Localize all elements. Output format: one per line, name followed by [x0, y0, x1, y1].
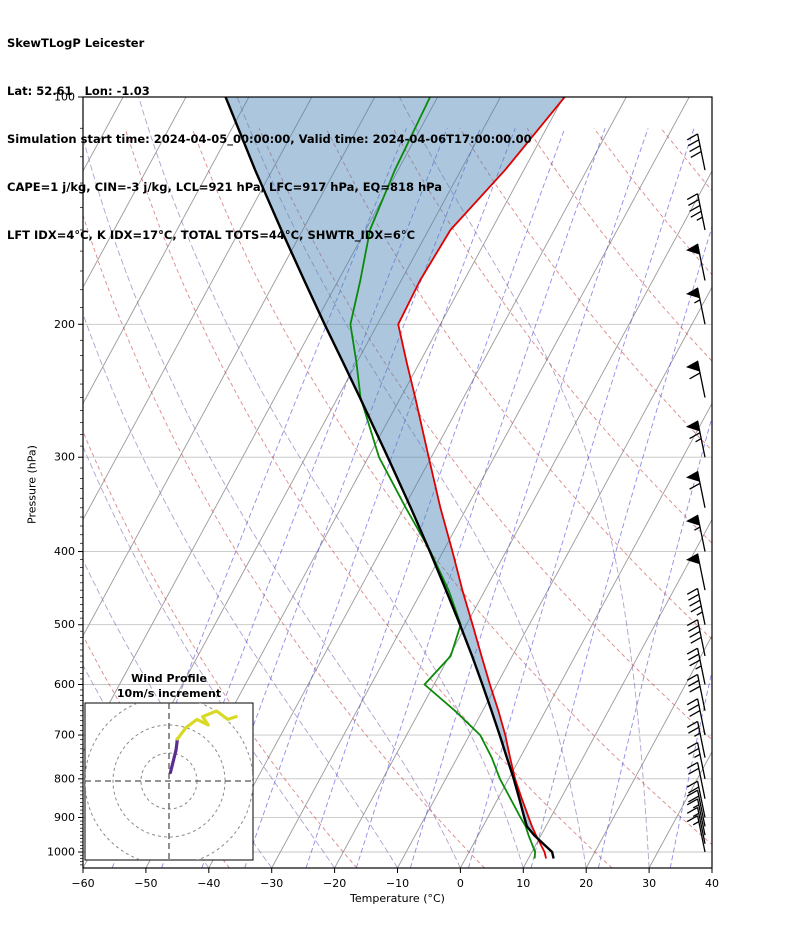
svg-text:−60: −60: [71, 877, 94, 890]
header-index-line: LFT IDX=4°C, K IDX=17°C, TOTAL TOTS=44°C…: [7, 228, 416, 242]
svg-text:200: 200: [54, 318, 75, 331]
svg-text:900: 900: [54, 811, 75, 824]
svg-text:−50: −50: [134, 877, 157, 890]
header: SkewTLogP Leicester Lat: 52.61 Lon: -1.0…: [7, 3, 532, 275]
svg-text:−30: −30: [260, 877, 283, 890]
svg-text:400: 400: [54, 545, 75, 558]
svg-text:−20: −20: [323, 877, 346, 890]
hodograph: [85, 703, 253, 860]
svg-text:10: 10: [516, 877, 530, 890]
temperature-axis-label: Temperature (°C): [350, 892, 445, 905]
hodograph-title-line1: Wind Profile: [131, 672, 207, 685]
svg-text:500: 500: [54, 618, 75, 631]
svg-text:800: 800: [54, 772, 75, 785]
dewpoint-curve: [349, 97, 536, 859]
header-latlon: Lat: 52.61 Lon: -1.03: [7, 84, 150, 98]
svg-text:300: 300: [54, 451, 75, 464]
pressure-axis-label: Pressure (hPa): [25, 445, 39, 524]
wind-barbs: [685, 133, 706, 853]
svg-text:100: 100: [54, 91, 75, 104]
svg-text:30: 30: [642, 877, 656, 890]
svg-text:600: 600: [54, 678, 75, 691]
svg-text:40: 40: [705, 877, 719, 890]
svg-text:−40: −40: [197, 877, 220, 890]
svg-text:700: 700: [54, 729, 75, 742]
svg-text:20: 20: [579, 877, 593, 890]
header-times: Simulation start time: 2024-04-05_00:00:…: [7, 132, 532, 146]
header-cape-line: CAPE=1 j/kg, CIN=-3 j/kg, LCL=921 hPa, L…: [7, 180, 443, 194]
svg-text:1000: 1000: [47, 846, 75, 859]
parcel-curve: [224, 97, 555, 859]
hodograph-title-line2: 10m/s increment: [116, 687, 222, 700]
svg-text:−10: −10: [386, 877, 409, 890]
temperature-curve: [397, 97, 566, 859]
header-title: SkewTLogP Leicester: [7, 36, 145, 50]
svg-text:0: 0: [457, 877, 464, 890]
hodograph-title: Wind Profile 10m/s increment: [85, 671, 253, 701]
